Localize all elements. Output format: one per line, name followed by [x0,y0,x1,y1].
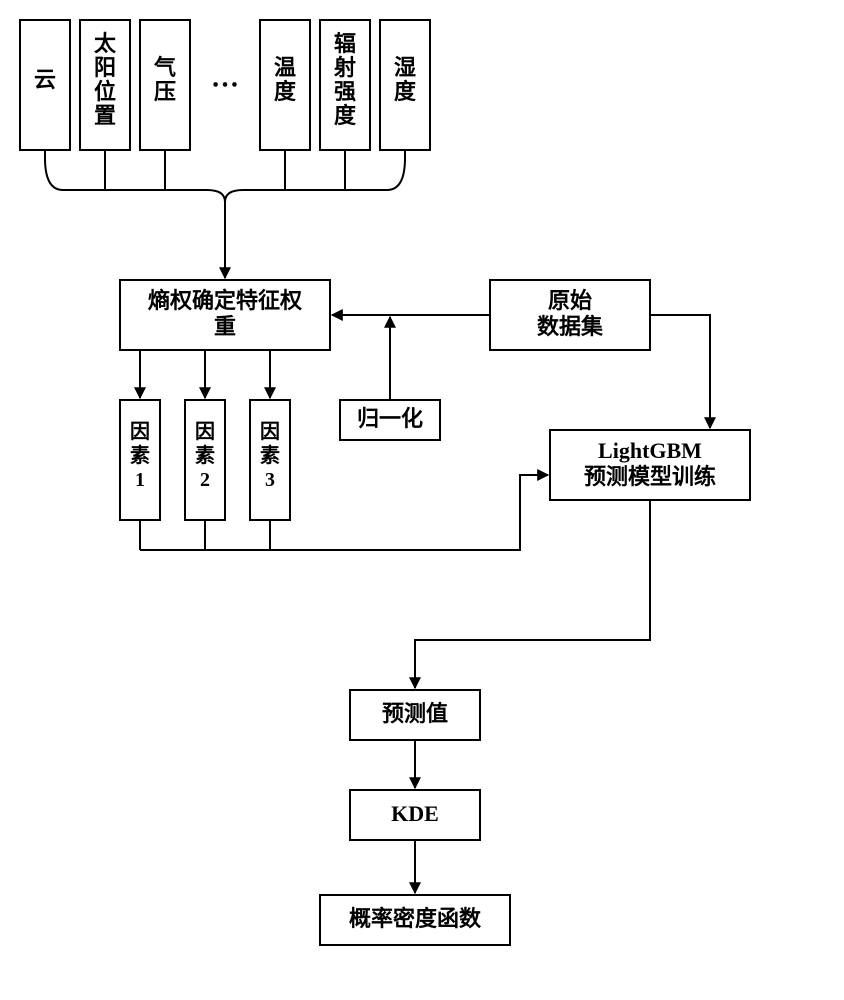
input-label-in-cloud: 云 [34,67,56,92]
entropy-line1: 熵权确定特征权 [147,288,303,313]
input-label-in-radiation: 辐射强度 [333,31,357,128]
dataset-line2: 数据集 [537,314,604,339]
pdf-label: 概率密度函数 [349,906,482,931]
input-label-in-humidity: 湿度 [394,55,417,104]
dataset-line1: 原始 [548,288,592,313]
normalize-label: 归一化 [357,406,423,431]
input-ellipsis: … [211,62,239,93]
lightgbm-line2: 预测模型训练 [584,464,716,489]
input-label-in-sun: 太阳位置 [94,31,117,128]
lightgbm-line1: LightGBM [598,438,702,463]
flowchart: 云太阳位置气压温度辐射强度湿度…熵权确定特征权重原始数据集归一化因素1因素2因素… [0,0,844,1000]
kde-label: KDE [391,801,439,826]
entropy-line2: 重 [214,314,236,339]
input-label-in-pressure: 气压 [153,55,176,104]
predict-value-label: 预测值 [382,701,448,726]
input-label-in-temp: 温度 [274,55,297,104]
